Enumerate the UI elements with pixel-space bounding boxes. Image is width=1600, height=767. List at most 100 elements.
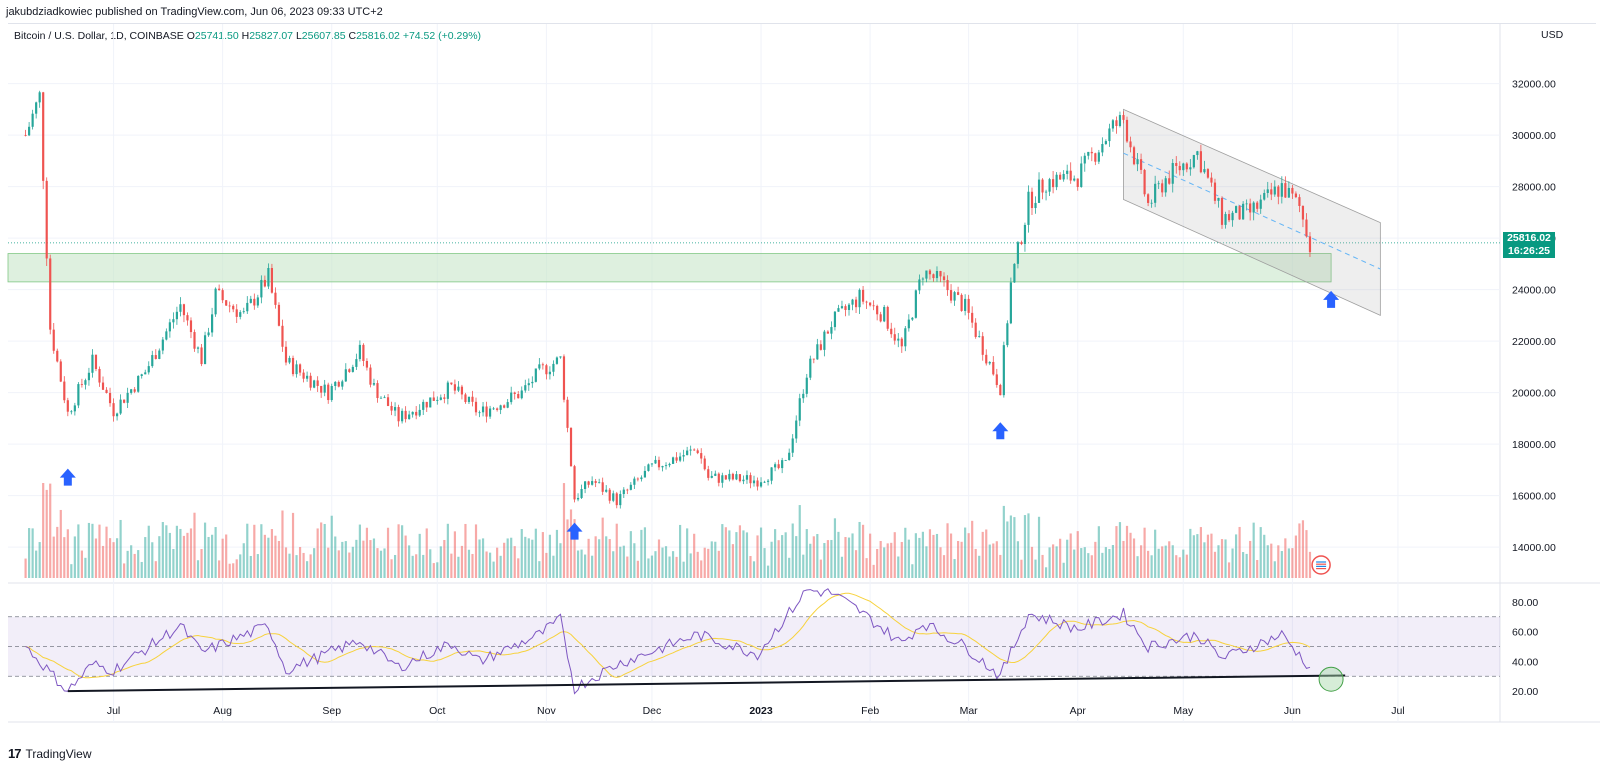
candle-body [1206, 169, 1210, 178]
volume-bar [1280, 551, 1283, 578]
volume-bar [203, 522, 207, 578]
candle-body [971, 312, 974, 323]
candle-body [1087, 151, 1090, 156]
time-tick-label: Nov [537, 705, 556, 717]
volume-bar [1224, 539, 1227, 578]
candle-body [327, 384, 330, 401]
volume-bar [1227, 562, 1231, 578]
volume-bar [302, 552, 305, 578]
volume-bar [897, 556, 900, 578]
candle-body [49, 258, 52, 330]
candle-body [218, 288, 221, 291]
volume-bar [1277, 545, 1280, 578]
volume-bar [1143, 527, 1146, 578]
volume-bar [781, 535, 784, 578]
candle-body [781, 460, 784, 469]
time-tick-label: Sep [322, 705, 341, 717]
volume-bar [31, 528, 34, 578]
volume-bar [506, 538, 509, 578]
candle-body [745, 475, 749, 480]
candle-body [1189, 167, 1192, 170]
candle-body [890, 328, 893, 335]
volume-bar [1097, 526, 1100, 578]
symbol-title[interactable]: Bitcoin / U.S. Dollar, 1D, COINBASE [14, 30, 184, 42]
volume-bar [1062, 562, 1065, 578]
candle-body [840, 306, 844, 309]
candle-body [429, 397, 432, 408]
candle-body [812, 358, 815, 360]
volume-bar [858, 521, 861, 578]
candle-body [992, 361, 995, 375]
candle-body [1280, 183, 1283, 197]
currency-label[interactable]: USD [1541, 29, 1564, 41]
volume-bar [344, 541, 347, 578]
volume-bar [1270, 543, 1273, 578]
candle-body [1252, 202, 1255, 213]
candle-body [1234, 206, 1238, 213]
candle-body [886, 306, 889, 329]
candle-body [42, 92, 45, 181]
volume-bar [1055, 546, 1058, 578]
volume-bar [471, 553, 474, 578]
volume-bar [833, 518, 837, 578]
volume-bar [689, 553, 692, 578]
volume-bar [721, 524, 724, 578]
candle-body [1059, 174, 1062, 180]
candle-body [365, 360, 369, 368]
candle-body [1066, 170, 1069, 174]
volume-bar [608, 539, 611, 578]
volume-bar [921, 531, 924, 578]
candle-body [1270, 189, 1273, 195]
candle-body [348, 369, 351, 372]
volume-bar [260, 524, 263, 578]
candle-body [436, 399, 439, 401]
candle-body [193, 332, 196, 349]
candle-body [260, 279, 263, 298]
candle-body [569, 427, 573, 467]
volume-bar [277, 540, 281, 578]
candle-body [94, 354, 98, 369]
volume-bar [957, 540, 960, 578]
volume-bar [893, 532, 896, 578]
candle-body [277, 304, 281, 326]
candle-body [1199, 151, 1202, 173]
volume-bar [52, 536, 55, 578]
candle-body [594, 481, 597, 483]
candle-body [341, 381, 344, 387]
economic-event-icon [1311, 555, 1331, 575]
volume-bar [851, 533, 854, 578]
candle-body [256, 297, 259, 306]
volume-bar [1231, 548, 1234, 578]
candle-body [798, 398, 801, 421]
volume-bar [883, 547, 886, 578]
candle-body [1161, 183, 1164, 193]
volume-bar [1234, 534, 1238, 578]
candle-body [854, 299, 858, 308]
volume-bar [647, 558, 650, 578]
candle-body [791, 438, 794, 453]
candle-body [650, 463, 654, 465]
volume-bar [348, 552, 351, 578]
change-value: +74.52 (+0.29%) [402, 30, 482, 42]
volume-bar [1154, 529, 1157, 578]
candle-body [1203, 169, 1206, 173]
candle-body [158, 350, 161, 359]
candle-body [1136, 159, 1139, 165]
candle-body [372, 383, 376, 385]
volume-bar [1048, 547, 1051, 578]
rsi-support-trendline [67, 674, 1346, 693]
candle-body [1006, 323, 1009, 346]
candle-body [471, 396, 474, 402]
volume-bar [1259, 527, 1262, 578]
candle-body [485, 406, 488, 417]
volume-bar [235, 559, 238, 578]
candle-body [1048, 179, 1051, 192]
candle-body [756, 480, 759, 487]
time-tick-label: Jul [1391, 705, 1404, 717]
candle-body [207, 332, 210, 336]
volume-bar [411, 555, 414, 578]
candle-body [731, 473, 734, 480]
volume-bar [1294, 535, 1297, 578]
volume-bar [1196, 534, 1199, 578]
